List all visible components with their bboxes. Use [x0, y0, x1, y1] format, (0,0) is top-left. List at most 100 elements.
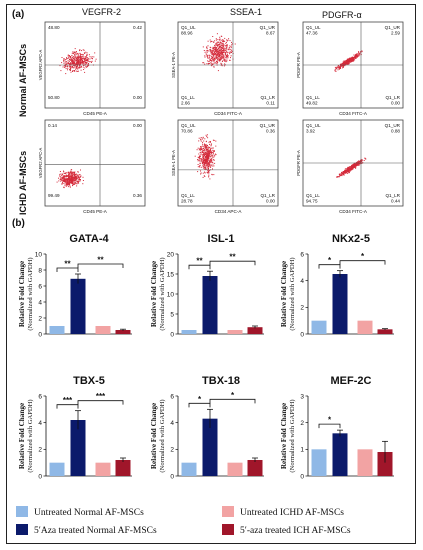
scatter-dot [205, 153, 207, 155]
scatter-dot [77, 54, 79, 56]
quadrant-ul-label: Q1_UL [181, 25, 196, 30]
scatter-dot [209, 148, 211, 150]
scatter-dot [357, 53, 359, 54]
quadrant-lr-label: 0.36 [133, 193, 142, 198]
scatter-dot [206, 46, 208, 48]
scatter-dot [67, 172, 69, 174]
scatter-dot [79, 57, 81, 59]
scatter-dot [74, 70, 76, 71]
scatter-dot [213, 174, 215, 176]
scatter-dot [343, 60, 345, 62]
quadrant-ul-label: Q1_UL [181, 123, 196, 128]
scatter-dot [82, 56, 84, 58]
scatter-dot [220, 44, 222, 46]
scatter-dot [205, 146, 207, 148]
scatter-dot [346, 169, 348, 171]
scatter-dot [348, 170, 350, 172]
scatter-dot [205, 145, 206, 147]
scatter-dot [212, 168, 213, 170]
scatter-dot [225, 44, 227, 46]
quadrant-ur-label: 8.67 [266, 31, 275, 36]
scatter-dot [210, 60, 212, 62]
scatter-dot [67, 184, 69, 186]
row-label-normal: Normal AF-MSCs [18, 44, 28, 117]
scatter-dot [203, 160, 205, 162]
scatter-dot [78, 60, 79, 62]
scatter-dot [335, 68, 336, 70]
scatter-dot [215, 48, 217, 50]
scatter-dot [210, 156, 211, 158]
scatter-dot [77, 174, 79, 176]
scatter-dot [343, 66, 344, 68]
scatter-dot [223, 51, 225, 53]
scatter-dot [76, 60, 77, 62]
scatter-dot [208, 149, 210, 151]
significance-label: * [231, 391, 235, 400]
scatter-dot [200, 173, 202, 175]
scatter-dot [77, 175, 79, 177]
scatter-dot [335, 67, 337, 69]
scatter-dot [91, 60, 93, 62]
scatter-dot [77, 56, 79, 58]
scatter-dot [207, 154, 209, 156]
scatter-dot [202, 156, 204, 158]
scatter-dot [68, 55, 70, 56]
scatter-dot [77, 176, 79, 178]
bar-2 [357, 320, 373, 334]
scatter-dot [207, 171, 209, 173]
scatter-dot [63, 183, 65, 184]
scatter-dot [218, 56, 219, 58]
scatter-dot [341, 63, 343, 65]
scatter-dot [212, 59, 214, 61]
scatter-dot [80, 58, 82, 60]
scatter-dot [356, 53, 358, 55]
bar-0 [49, 462, 65, 476]
scatter-dot [226, 60, 228, 62]
scatter-dot [79, 62, 81, 64]
scatter-dot [77, 181, 79, 183]
scatter-dot [199, 165, 201, 166]
scatter-dot [75, 177, 77, 179]
scatter-dot [213, 165, 215, 167]
scatter-dot [223, 40, 225, 42]
scatter-dot [80, 56, 82, 58]
chart-title: GATA-4 [69, 233, 109, 245]
scatter-dot [201, 154, 203, 156]
scatter-dot [72, 171, 74, 173]
scatter-dot [214, 46, 216, 48]
significance-bracket [56, 404, 79, 409]
plot-xlabel: CD34 FITC-A [339, 111, 368, 116]
scatter-dot [217, 45, 219, 47]
quadrant-lr-label: Q1_LR [385, 95, 400, 100]
scatter-dot [66, 182, 68, 184]
scatter-dot [69, 175, 71, 177]
scatter-dot [202, 137, 204, 139]
scatter-dot [220, 47, 222, 49]
scatter-dot [74, 171, 76, 173]
scatter-dot [80, 60, 82, 62]
scatter-dot [71, 63, 72, 65]
scatter-dot [205, 150, 207, 152]
scatter-dot [218, 51, 220, 53]
scatter-dot [212, 151, 214, 153]
scatter-dot [215, 62, 217, 64]
scatter-dot [62, 175, 64, 177]
scatter-dot [87, 60, 89, 62]
scatter-dot [215, 48, 216, 50]
scatter-dot [218, 59, 220, 61]
scatter-dot [77, 62, 79, 64]
scatter-dot [208, 152, 209, 154]
quadrant-ur-label: 0.88 [391, 129, 400, 134]
scatter-dot [199, 160, 201, 162]
scatter-dot [203, 144, 205, 146]
scatter-dot [80, 66, 82, 68]
scatter-dot [71, 173, 73, 175]
scatter-dot [65, 179, 67, 181]
scatter-dot [197, 156, 199, 158]
scatter-dot [217, 70, 219, 72]
scatter-dot [341, 172, 343, 174]
quadrant-lr-label: 0.44 [391, 199, 400, 204]
scatter-dot [65, 73, 67, 75]
scatter-dot [216, 63, 218, 65]
scatter-dot [351, 57, 353, 59]
